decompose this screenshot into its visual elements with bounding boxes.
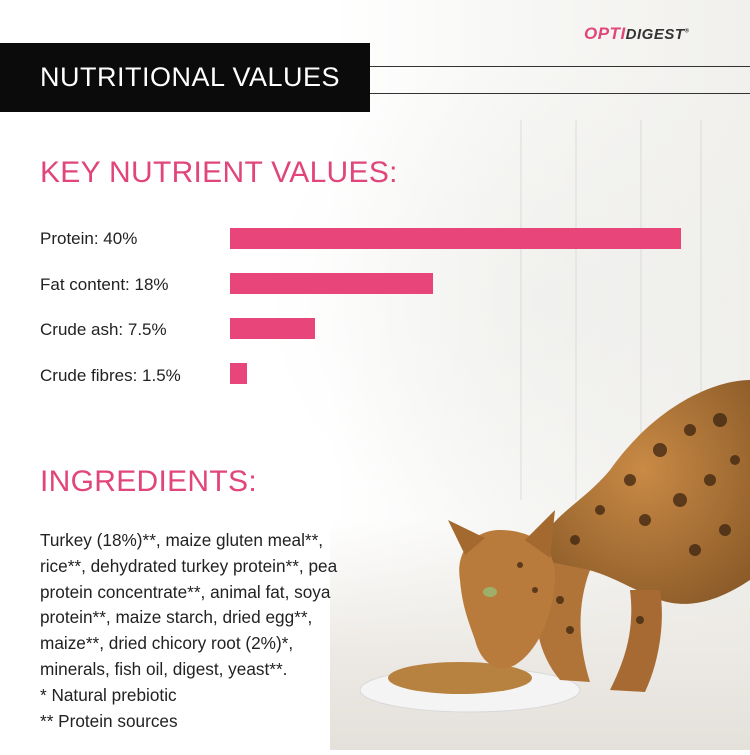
ingredients-text: Turkey (18%)**, maize gluten meal**, ric… [40, 528, 400, 734]
footnote-protein: ** Protein sources [40, 710, 178, 731]
nutrient-bar-protein [230, 228, 681, 249]
nutrients-heading: KEY NUTRIENT VALUES: [40, 156, 398, 189]
curtain-fold [640, 120, 642, 500]
divider-line [370, 93, 750, 94]
curtain-fold [520, 120, 522, 500]
kibble-pile [388, 662, 532, 694]
ingredients-line: Turkey (18%)**, maize gluten meal**, [40, 530, 324, 550]
title-banner [0, 43, 370, 112]
nutrient-bar-fibres [230, 363, 247, 384]
cat-photo [359, 360, 750, 750]
nutrient-label: Protein: 40% [40, 229, 138, 248]
nutrient-label: Crude ash: 7.5% [40, 320, 167, 339]
ingredients-heading: INGREDIENTS: [40, 465, 257, 498]
nutrient-bar-fat [230, 273, 433, 294]
ingredients-line: maize**, dried chicory root (2%)*, [40, 633, 294, 654]
brand-logo: OPTIDIGEST® [584, 24, 690, 43]
footnote-prebiotic: * Natural prebiotic [40, 684, 177, 705]
nutrient-bar-ash [230, 318, 315, 339]
curtain-fold [575, 120, 577, 500]
divider-line [370, 66, 750, 67]
ingredients-line: protein**, maize starch, dried egg**, [40, 607, 313, 628]
ingredients-line: rice**, dehydrated turkey protein**, pea [40, 555, 338, 576]
nutrient-label: Fat content: 18% [40, 275, 169, 294]
ingredients-line: minerals, fish oil, digest, yeast**. [40, 658, 288, 679]
page-title: NUTRITIONAL VALUES [40, 62, 341, 92]
nutrient-label: Crude fibres: 1.5% [40, 366, 181, 385]
ingredients-line: protein concentrate**, animal fat, soya [40, 581, 331, 602]
curtain-fold [700, 120, 702, 500]
cat-eating-illustration [359, 380, 750, 713]
